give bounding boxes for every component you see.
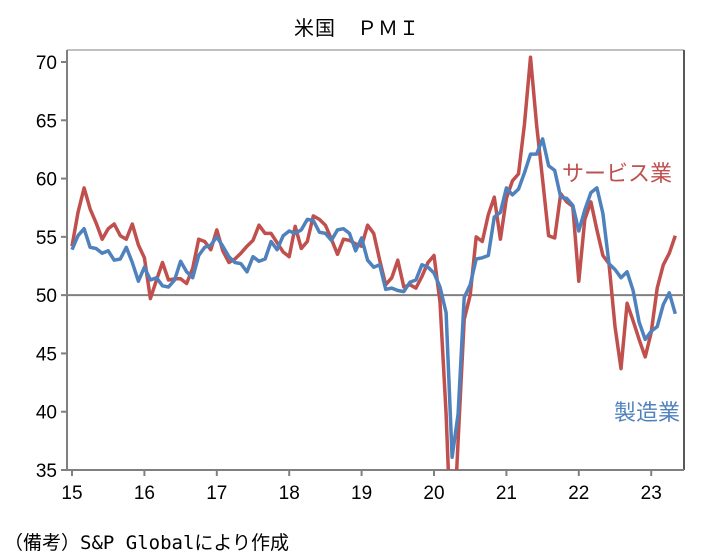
y-tick-label: 35 [36,461,57,482]
y-tick-label: 50 [36,286,57,307]
x-tick-label: 16 [134,483,155,504]
source-note: （備考）S&P Globalにより作成 [4,532,290,554]
x-tick-label: 15 [61,483,82,504]
y-tick-label: 65 [36,111,57,132]
x-tick-label: 21 [496,483,517,504]
series-line-manufacturing [70,137,677,459]
y-tick-label: 40 [36,403,57,424]
x-tick-label: 18 [279,483,300,504]
y-tick-label: 55 [36,228,57,249]
x-tick-label: 17 [206,483,227,504]
y-tick-label: 70 [36,53,57,74]
x-tick-label: 23 [641,483,662,504]
y-tick-label: 60 [36,170,57,191]
series-label-manufacturing: 製造業 [614,401,681,426]
x-tick-label: 20 [423,483,444,504]
y-tick-label: 45 [36,344,57,365]
chart-title: 米国 ＰＭＩ [294,16,420,40]
x-tick-label: 19 [351,483,372,504]
series-label-services: サービス業 [562,162,673,187]
series-line-services [70,55,677,470]
x-tick-label: 22 [568,483,589,504]
